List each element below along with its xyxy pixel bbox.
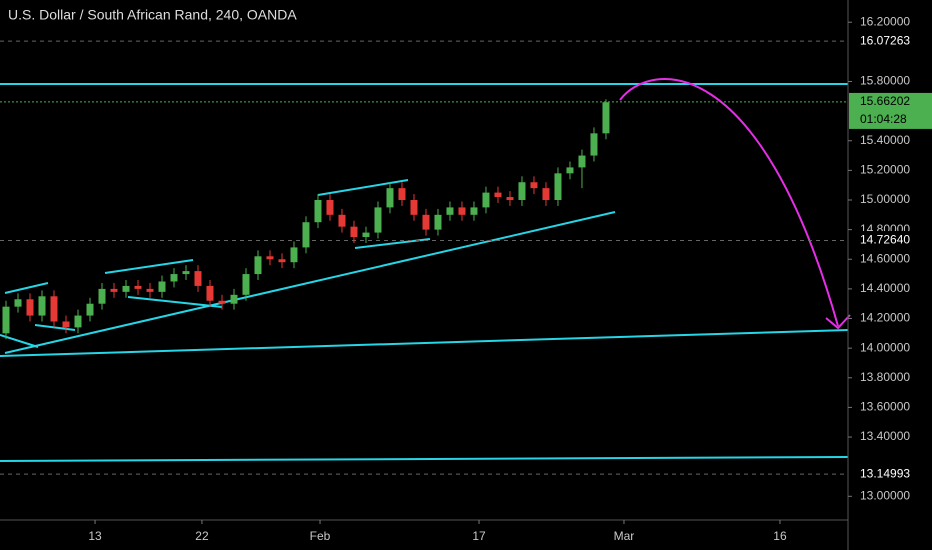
candle-body — [458, 207, 466, 215]
candle-body — [50, 296, 58, 322]
candle-body — [206, 285, 214, 301]
y-tick-label: 15.40000 — [860, 133, 910, 147]
candle-body — [530, 182, 538, 189]
support-line — [0, 329, 849, 357]
y-tick-label: 15.00000 — [860, 192, 910, 206]
candle-body — [170, 274, 178, 282]
y-tick-label: 15.20000 — [860, 163, 910, 177]
channel-line — [317, 179, 409, 196]
last-price-label: 15.66202 — [860, 94, 910, 108]
price-marker-box — [848, 31, 932, 51]
candle-body — [410, 200, 418, 215]
candle-body — [422, 214, 430, 230]
y-tick-label: 13.40000 — [860, 429, 910, 443]
candle-body — [602, 102, 610, 134]
candle-body — [518, 182, 526, 200]
candle-body — [158, 281, 166, 292]
candle-body — [326, 200, 334, 215]
candle-body — [242, 274, 250, 295]
y-tick-label: 13.80000 — [860, 370, 910, 384]
price-marker-label: 13.14993 — [860, 466, 910, 480]
candle-body — [110, 288, 118, 292]
candle-body — [290, 247, 298, 263]
candle-body — [434, 214, 442, 230]
arrow-head — [825, 314, 851, 330]
projection-arrow — [619, 78, 839, 327]
y-tick-label: 14.20000 — [860, 311, 910, 325]
y-tick-label: 14.40000 — [860, 281, 910, 295]
candle-body — [134, 285, 142, 289]
drawings — [0, 78, 851, 462]
candle-body — [578, 155, 586, 168]
channel-line — [104, 259, 194, 274]
channel-line — [127, 296, 223, 308]
candle-body — [26, 299, 34, 316]
candle-body — [86, 303, 94, 316]
x-tick-label: 22 — [195, 529, 209, 543]
x-tick-label: Feb — [310, 529, 331, 543]
candle-body — [542, 188, 550, 200]
candle-body — [74, 315, 82, 328]
candle-body — [218, 300, 226, 304]
candle-body — [350, 226, 358, 238]
candle-body — [146, 288, 154, 292]
candle-body — [98, 288, 106, 304]
candle-body — [302, 222, 310, 248]
y-tick-label: 15.80000 — [860, 74, 910, 88]
y-tick-label: 13.60000 — [860, 400, 910, 414]
price-marker-label: 14.72640 — [860, 233, 910, 247]
candle-body — [338, 214, 346, 227]
candle-body — [230, 294, 238, 304]
last-price-box — [849, 92, 932, 129]
x-tick-label: 17 — [472, 529, 486, 543]
candle-body — [314, 200, 322, 223]
candle-body — [194, 271, 202, 286]
candle-body — [14, 299, 22, 307]
candle-body — [266, 256, 274, 260]
candle-body — [38, 296, 46, 316]
channel-line — [34, 324, 76, 331]
candle-body — [482, 192, 490, 208]
candle-body — [62, 321, 70, 328]
candle-body — [362, 232, 370, 238]
y-tick-label: 14.60000 — [860, 251, 910, 265]
candle-body — [374, 207, 382, 233]
countdown: 01:04:28 — [860, 112, 907, 126]
x-tick-label: 13 — [88, 529, 102, 543]
trend-line — [4, 211, 616, 354]
y-tick-label: 14.00000 — [860, 340, 910, 354]
candle-body — [470, 207, 478, 215]
candle-body — [398, 188, 406, 200]
y-tick-label: 16.20000 — [860, 14, 910, 28]
chart-title: U.S. Dollar / South African Rand, 240, O… — [8, 7, 297, 23]
candle-body — [590, 133, 598, 156]
candle-body — [122, 285, 130, 292]
candle-body — [554, 173, 562, 200]
price-marker-box — [848, 231, 932, 251]
candle-body — [254, 256, 262, 275]
x-tick-label: Mar — [614, 529, 635, 543]
support-line — [0, 456, 849, 462]
channel-line — [4, 282, 49, 294]
price-marker-box — [848, 464, 932, 484]
candle-body — [566, 167, 574, 174]
price-marker-label: 16.07263 — [860, 33, 910, 47]
candle-body — [506, 197, 514, 200]
candle-body — [278, 259, 286, 263]
x-tick-label: 16 — [773, 529, 787, 543]
candle-body — [494, 192, 502, 198]
candle-body — [386, 188, 394, 208]
candle-body — [2, 306, 10, 334]
y-tick-label: 13.00000 — [860, 488, 910, 502]
candle-body — [182, 271, 190, 275]
candle-body — [446, 207, 454, 215]
